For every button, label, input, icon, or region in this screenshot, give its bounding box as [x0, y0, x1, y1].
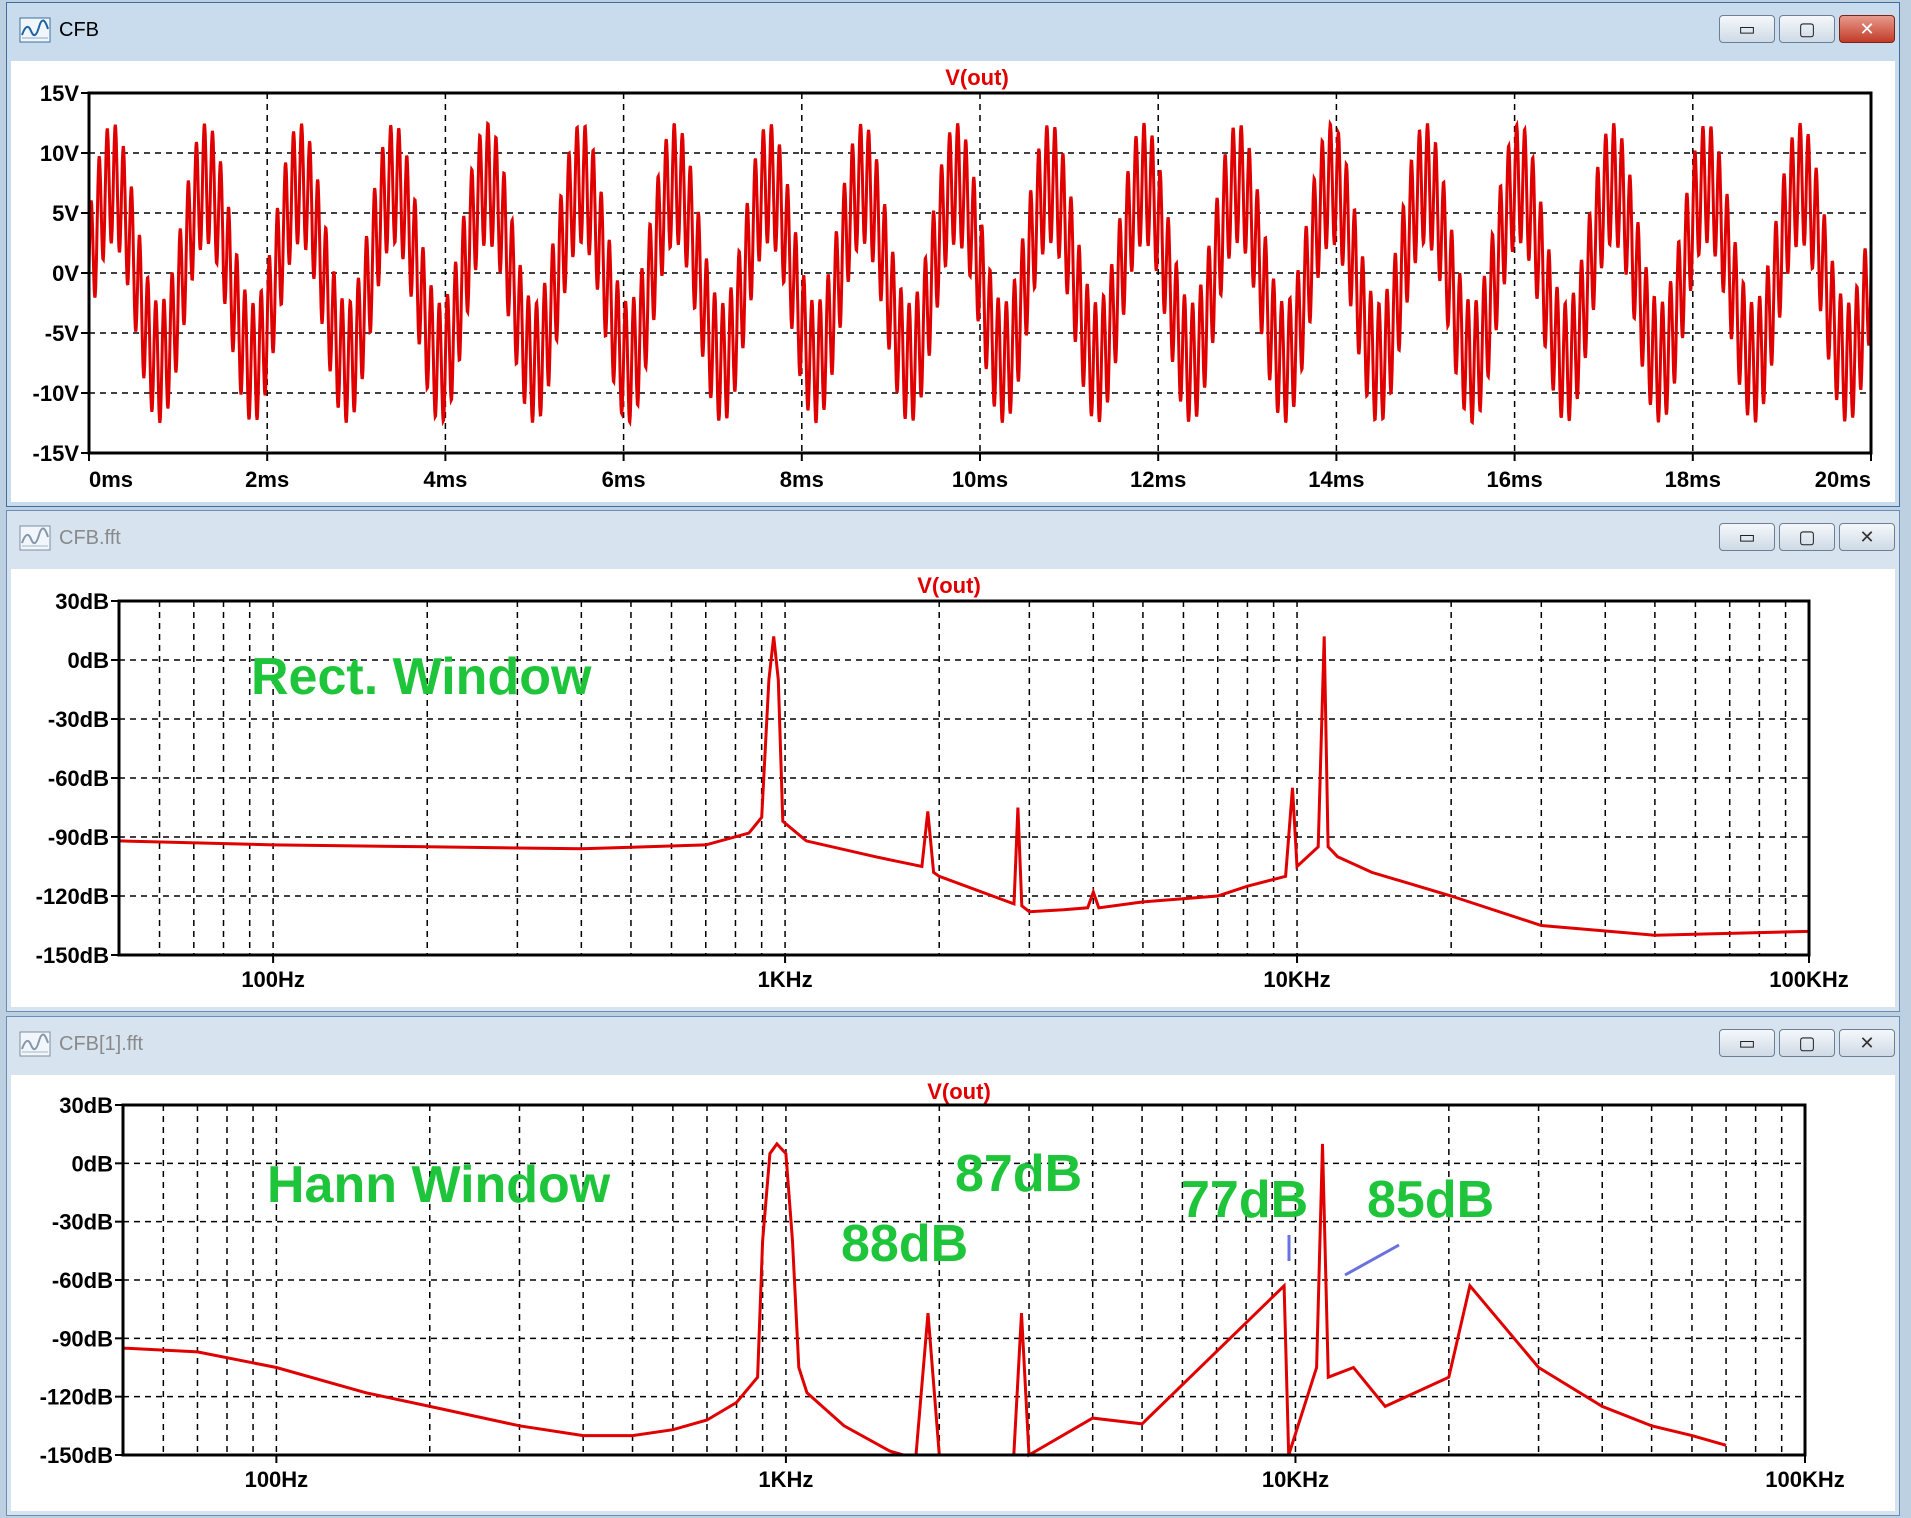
trace-title[interactable]: V(out) — [927, 1079, 991, 1104]
window-type-annotation: Hann Window — [267, 1156, 611, 1214]
y-tick-label: -10V — [33, 381, 80, 406]
x-tick-label: 16ms — [1486, 467, 1542, 492]
window-title: CFB[1].fft — [59, 1033, 144, 1055]
y-tick-label: -120dB — [36, 884, 109, 909]
x-tick-label: 8ms — [780, 467, 824, 492]
window-title: CFB — [59, 19, 99, 41]
close-button[interactable]: ✕ — [1839, 1029, 1895, 1057]
maximize-icon: ▢ — [1798, 526, 1816, 547]
y-tick-label: 5V — [52, 201, 79, 226]
x-tick-label: 100Hz — [245, 1467, 309, 1492]
minimize-icon: ▭ — [1738, 1032, 1756, 1053]
window-titlebar[interactable]: CFB[1].fft ▭ ▢ ✕ — [7, 1017, 1899, 1073]
close-button[interactable]: ✕ — [1839, 15, 1895, 43]
fft-plot[interactable]: V(out) 30dB 0dB -30dB -60dB -90dB -120dB -150d… — [11, 569, 1895, 1007]
maximize-button[interactable]: ▢ — [1779, 15, 1835, 43]
x-tick-label: 18ms — [1665, 467, 1721, 492]
y-tick-label: -15V — [33, 441, 80, 466]
close-button[interactable]: ✕ — [1839, 523, 1895, 551]
x-tick-label: 4ms — [423, 467, 467, 492]
y-tick-label: -120dB — [40, 1385, 113, 1410]
waveform-app-icon — [19, 1031, 51, 1057]
y-tick-label: -60dB — [48, 766, 109, 791]
x-tick-label: 0ms — [89, 467, 133, 492]
minimize-button[interactable]: ▭ — [1719, 523, 1775, 551]
peak-label-77db: 77dB — [1181, 1171, 1308, 1229]
x-tick-label: 100Hz — [241, 967, 305, 992]
x-tick-label: 1KHz — [758, 967, 813, 992]
x-tick-label: 100KHz — [1765, 1467, 1844, 1492]
x-tick-label: 10KHz — [1263, 967, 1330, 992]
window-type-annotation: Rect. Window — [251, 648, 592, 706]
waveform-plot[interactable]: V(out) 15V 10V 5V 0V -5V -10V -15V 0ms 2ms 4ms 6m… — [11, 61, 1895, 502]
maximize-button[interactable]: ▢ — [1779, 523, 1835, 551]
y-tick-label: -30dB — [52, 1210, 113, 1235]
maximize-button[interactable]: ▢ — [1779, 1029, 1835, 1057]
close-icon: ✕ — [1859, 18, 1875, 39]
waveform-app-icon — [19, 17, 51, 43]
window-title: CFB.fft — [59, 527, 121, 549]
y-tick-label: -150dB — [40, 1443, 113, 1468]
y-tick-label: 0dB — [67, 648, 109, 673]
trace-title[interactable]: V(out) — [945, 65, 1009, 90]
y-tick-label: -60dB — [52, 1268, 113, 1293]
fft-plot[interactable]: V(out) 30dB 0dB -30dB -60dB -90dB -120dB -150d… — [11, 1075, 1895, 1511]
y-tick-label: 10V — [40, 141, 79, 166]
plot-area[interactable]: V(out) 30dB 0dB -30dB -60dB -90dB -120dB -150d… — [11, 569, 1895, 1007]
trace-vout[interactable] — [87, 119, 1873, 427]
minimize-icon: ▭ — [1738, 18, 1756, 39]
y-tick-label: 30dB — [55, 589, 109, 614]
close-icon: ✕ — [1859, 1032, 1875, 1053]
y-tick-label: -90dB — [52, 1326, 113, 1351]
window-titlebar[interactable]: CFB ▭ ▢ ✕ — [7, 3, 1899, 59]
y-tick-label: -30dB — [48, 707, 109, 732]
x-tick-label: 14ms — [1308, 467, 1364, 492]
x-tick-label: 6ms — [602, 467, 646, 492]
maximize-icon: ▢ — [1798, 18, 1816, 39]
peak-label-85db: 85dB — [1367, 1171, 1494, 1229]
x-tick-label: 2ms — [245, 467, 289, 492]
waveform-app-icon — [19, 525, 51, 551]
window-cfb[interactable]: CFB ▭ ▢ ✕ V(out) 15V 10V 5V 0V -5V -10V -15V 0… — [6, 2, 1900, 507]
x-tick-label: 10KHz — [1262, 1467, 1329, 1492]
x-tick-label: 20ms — [1815, 467, 1871, 492]
y-tick-label: -90dB — [48, 825, 109, 850]
x-tick-label: 100KHz — [1769, 967, 1848, 992]
trace-vout[interactable] — [118, 636, 1810, 937]
plot-area[interactable]: V(out) 30dB 0dB -30dB -60dB -90dB -120dB -150d… — [11, 1075, 1895, 1511]
minimize-button[interactable]: ▭ — [1719, 1029, 1775, 1057]
x-tick-label: 10ms — [952, 467, 1008, 492]
peak-label-88db: 88dB — [841, 1215, 968, 1273]
close-icon: ✕ — [1859, 526, 1875, 547]
peak-label-87db: 87dB — [955, 1145, 1082, 1203]
x-tick-label: 1KHz — [758, 1467, 813, 1492]
y-tick-label: 0dB — [71, 1151, 113, 1176]
y-tick-label: -5V — [45, 321, 80, 346]
window-titlebar[interactable]: CFB.fft ▭ ▢ ✕ — [7, 511, 1899, 567]
minimize-button[interactable]: ▭ — [1719, 15, 1775, 43]
x-tick-label: 12ms — [1130, 467, 1186, 492]
y-tick-label: -150dB — [36, 943, 109, 968]
trace-title[interactable]: V(out) — [917, 573, 981, 598]
window-cfb-fft[interactable]: CFB.fft ▭ ▢ ✕ V(out) 30dB 0dB -30dB -60dB -9… — [6, 510, 1900, 1012]
minimize-icon: ▭ — [1738, 526, 1756, 547]
plot-area[interactable]: V(out) 15V 10V 5V 0V -5V -10V -15V 0ms 2ms 4ms 6m… — [11, 61, 1895, 502]
y-tick-label: 0V — [52, 261, 79, 286]
y-tick-label: 30dB — [59, 1093, 113, 1118]
marker-line-85db — [1344, 1243, 1400, 1277]
y-tick-label: 15V — [40, 81, 79, 106]
maximize-icon: ▢ — [1798, 1032, 1816, 1053]
window-cfb-1-fft[interactable]: CFB[1].fft ▭ ▢ ✕ V(out) 30dB 0dB -30dB -60d… — [6, 1016, 1900, 1516]
